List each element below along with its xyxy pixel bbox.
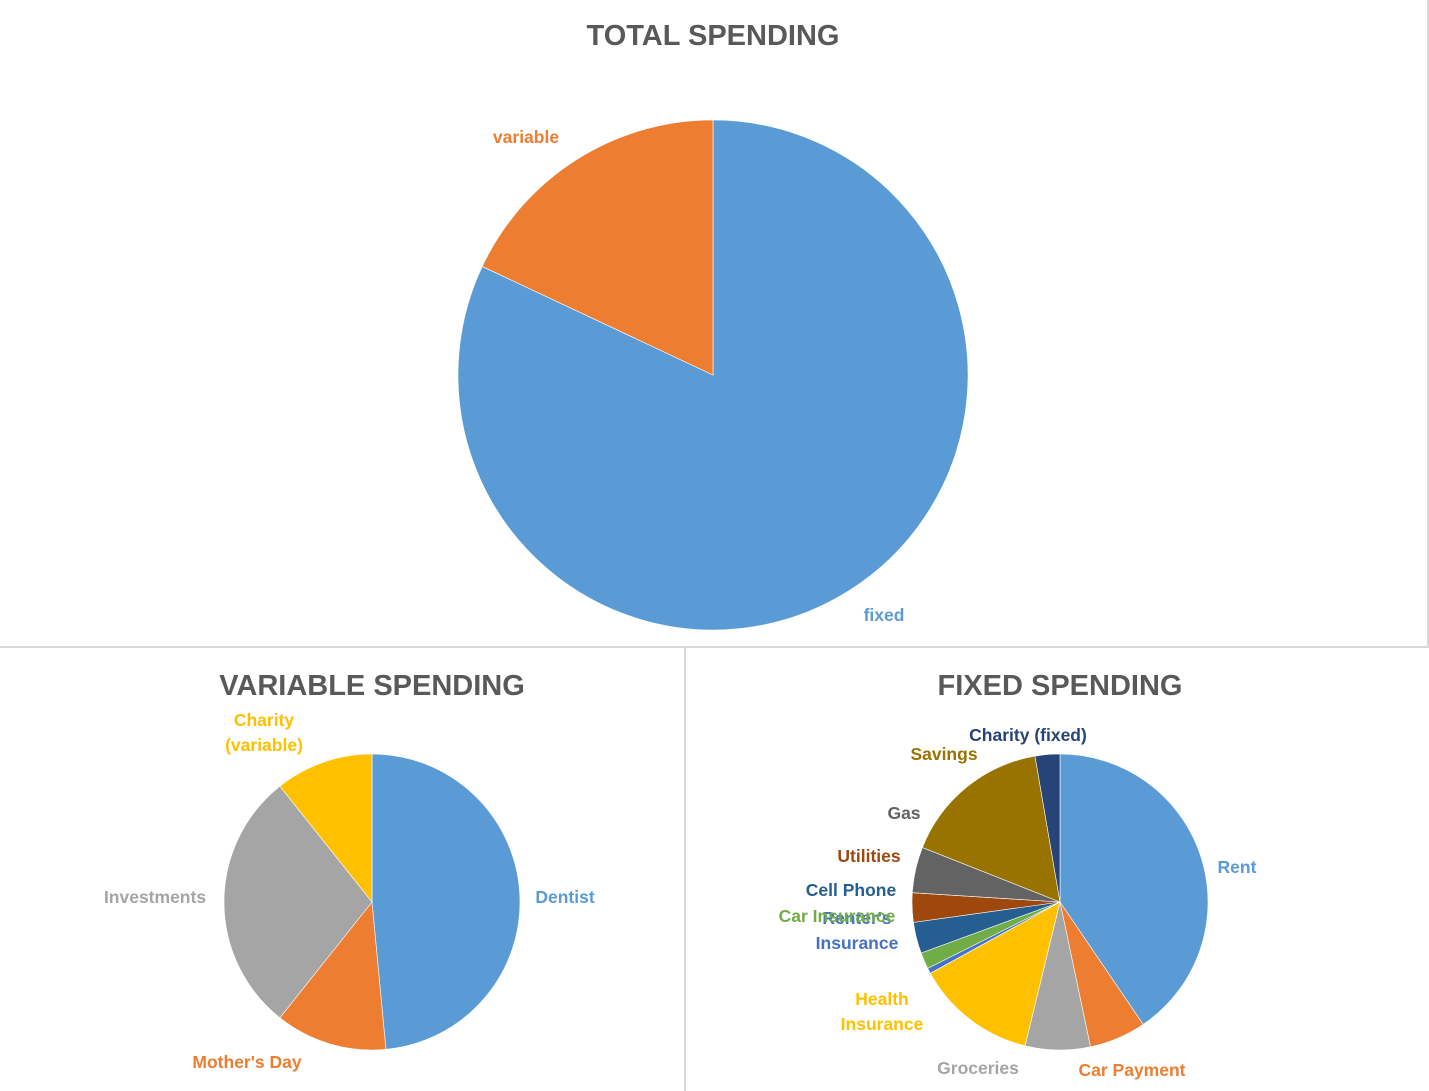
pie-slice-rent <box>1059 753 1209 1025</box>
pie-slice-charity-variable <box>279 753 373 903</box>
fixed-spending-pie: Rent Car Payment Groceries Health Insurance R… <box>779 725 1257 1080</box>
slice-label-mother-s-day: Mother's Day <box>192 1052 301 1072</box>
slice-label-car-insurance: Car Insurance <box>779 906 896 926</box>
variable-spending-title: VARIABLE SPENDING <box>219 670 525 702</box>
slice-label-utilities: Utilities <box>837 846 900 866</box>
slice-label-variable: variable <box>493 127 559 147</box>
slice-label-investments: Investments <box>104 887 206 907</box>
slice-label-cell-phone: Cell Phone <box>806 880 897 900</box>
pie-slice-variable <box>481 119 714 376</box>
slice-label-health-insurance: Health Insurance <box>841 989 924 1034</box>
pie-slice-investments <box>223 785 373 1019</box>
slice-label-car-payment: Car Payment <box>1079 1060 1186 1080</box>
slice-label-renter-s-insurance: Renter's Insurance <box>816 908 899 953</box>
slice-label-dentist: Dentist <box>535 887 594 907</box>
pie-slice-charity-fixed <box>1034 753 1061 903</box>
slice-label-groceries: Groceries <box>937 1058 1019 1078</box>
pie-slice-mother-s-day <box>279 901 387 1051</box>
total-spending-pie: fixed variable <box>457 119 969 631</box>
slice-label-gas: Gas <box>887 803 920 823</box>
slice-label-savings: Savings <box>910 744 977 764</box>
variable-spending-pie: Dentist Mother's Day Investments Charity (va… <box>104 710 595 1072</box>
slice-label-charity-fixed: Charity (fixed) <box>969 725 1087 745</box>
total-spending-title: TOTAL SPENDING <box>587 20 840 52</box>
fixed-spending-title: FIXED SPENDING <box>938 670 1183 702</box>
pie-slice-health-insurance <box>929 901 1061 1047</box>
pie-slice-savings <box>922 755 1061 903</box>
slice-label-rent: Rent <box>1218 857 1257 877</box>
slice-label-fixed: fixed <box>864 605 905 625</box>
slice-label-charity-variable: Charity (variable) <box>225 710 303 755</box>
pie-slice-dentist <box>371 753 521 1050</box>
